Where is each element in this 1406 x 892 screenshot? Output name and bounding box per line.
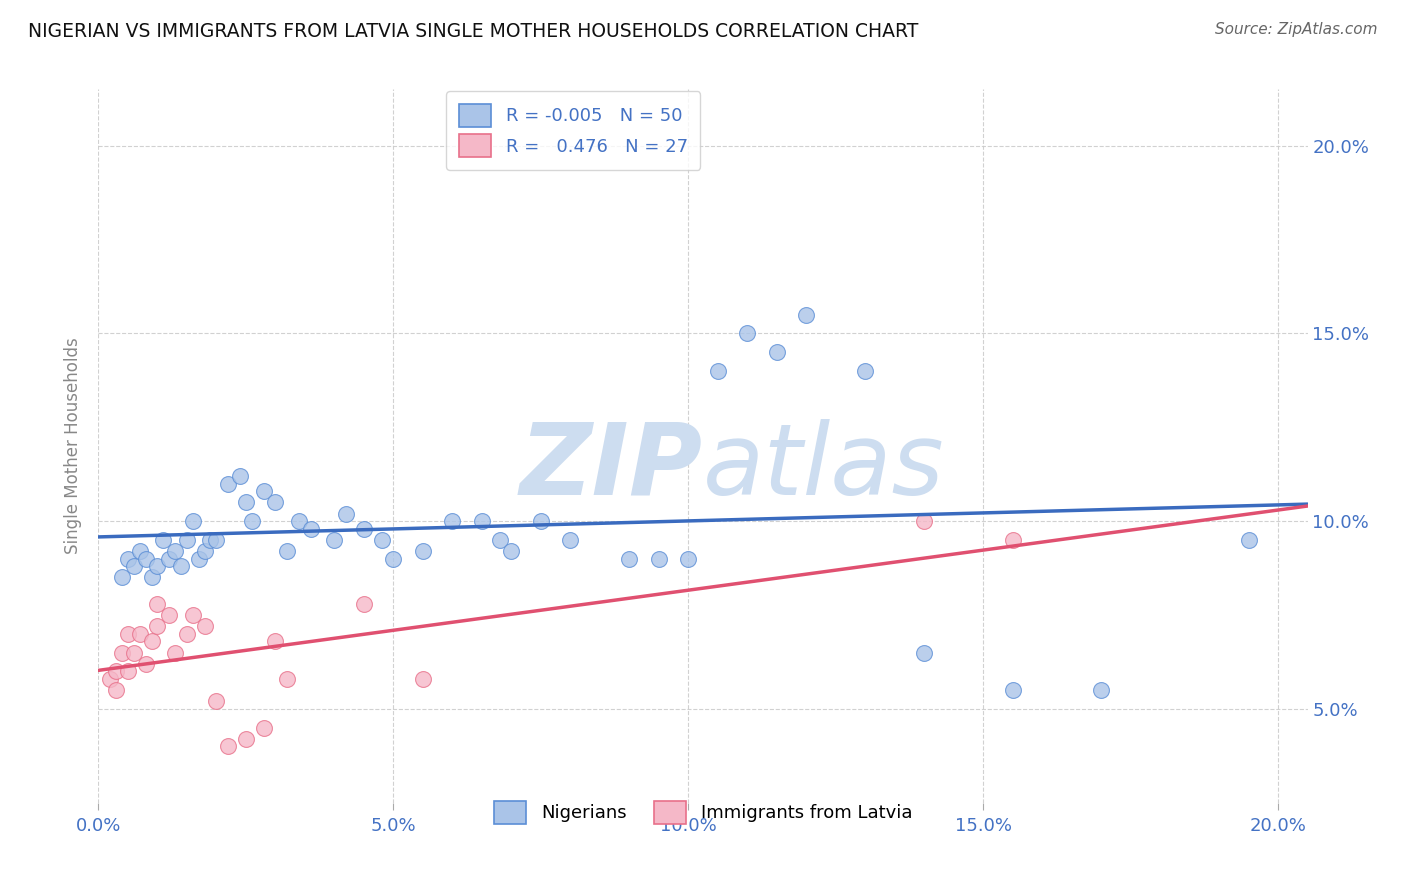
Point (146, 619, 169, 633)
Point (299, 522, 322, 536)
Point (181, 514, 204, 528)
Point (276, 544, 298, 558)
Point (128, 544, 150, 558)
Point (176, 627, 198, 641)
Point (240, 514, 263, 528)
Point (1237, 533, 1260, 547)
Point (323, 533, 346, 547)
Point (412, 672, 434, 686)
Text: atlas: atlas (703, 419, 945, 516)
Point (122, 646, 145, 660)
Point (1001, 683, 1024, 698)
Point (264, 495, 287, 509)
Y-axis label: Single Mother Households: Single Mother Households (65, 338, 83, 554)
Point (264, 634, 287, 648)
Point (117, 627, 139, 641)
Point (122, 559, 145, 574)
Text: ZIP: ZIP (520, 419, 703, 516)
Point (735, 326, 758, 341)
Point (105, 665, 128, 679)
Point (157, 551, 180, 566)
Point (111, 570, 134, 584)
Point (141, 570, 163, 584)
Point (853, 364, 876, 378)
Point (353, 597, 375, 611)
Point (157, 607, 180, 622)
Point (794, 308, 817, 322)
Point (648, 551, 671, 566)
Text: Source: ZipAtlas.com: Source: ZipAtlas.com (1215, 22, 1378, 37)
Point (194, 544, 217, 558)
Point (152, 533, 174, 547)
Point (276, 672, 298, 686)
Point (501, 544, 523, 558)
Point (235, 731, 257, 746)
Point (135, 551, 157, 566)
Point (1090, 683, 1112, 698)
Point (471, 514, 494, 528)
Text: NIGERIAN VS IMMIGRANTS FROM LATVIA SINGLE MOTHER HOUSEHOLDS CORRELATION CHART: NIGERIAN VS IMMIGRANTS FROM LATVIA SINGL… (28, 22, 918, 41)
Point (146, 597, 169, 611)
Point (165, 646, 187, 660)
Point (217, 476, 239, 491)
Point (912, 514, 935, 528)
Point (235, 495, 257, 509)
Point (619, 551, 641, 566)
Point (200, 533, 222, 547)
Point (353, 522, 375, 536)
Point (706, 364, 728, 378)
Point (678, 551, 700, 566)
Point (370, 533, 392, 547)
Point (176, 533, 198, 547)
Point (488, 533, 510, 547)
Point (335, 507, 357, 521)
Point (1001, 533, 1024, 547)
Point (441, 514, 464, 528)
Point (146, 559, 169, 574)
Point (217, 739, 239, 754)
Point (141, 634, 163, 648)
Point (187, 551, 209, 566)
Point (229, 469, 252, 483)
Point (765, 345, 787, 359)
Point (412, 544, 434, 558)
Point (382, 551, 405, 566)
Point (105, 683, 128, 698)
Point (205, 694, 228, 708)
Point (205, 533, 228, 547)
Point (252, 484, 274, 499)
Point (181, 607, 204, 622)
Point (135, 657, 157, 671)
Point (252, 721, 274, 735)
Point (117, 665, 139, 679)
Point (194, 619, 217, 633)
Point (170, 559, 193, 574)
Point (117, 551, 139, 566)
Point (111, 646, 134, 660)
Point (288, 514, 311, 528)
Point (912, 646, 935, 660)
Point (98, 672, 121, 686)
Point (530, 514, 553, 528)
Point (560, 533, 582, 547)
Point (128, 627, 150, 641)
Legend: Nigerians, Immigrants from Latvia: Nigerians, Immigrants from Latvia (481, 789, 925, 837)
Point (165, 544, 187, 558)
